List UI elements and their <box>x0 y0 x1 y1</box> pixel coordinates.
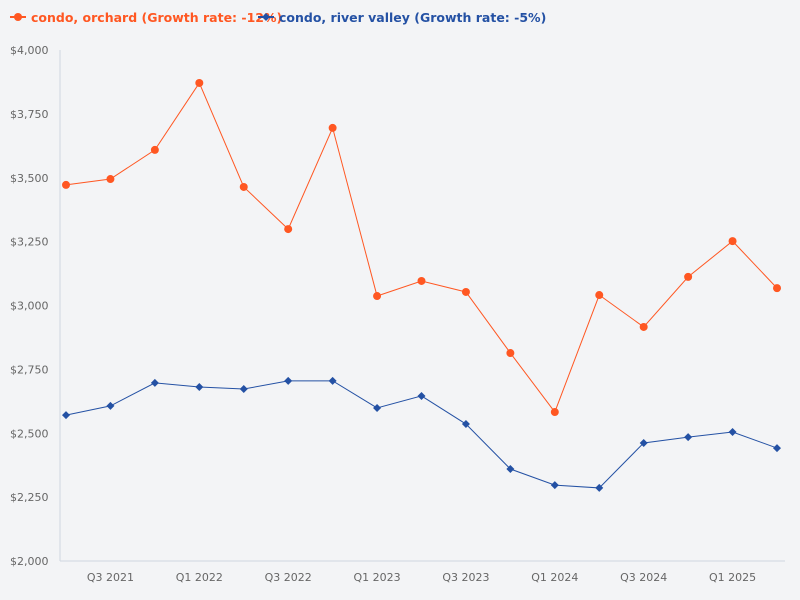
y-tick-label: $2,000 <box>10 555 49 568</box>
plot-area <box>62 78 781 492</box>
data-point <box>773 284 781 293</box>
data-point <box>728 237 737 246</box>
y-tick-label: $3,750 <box>10 108 49 121</box>
y-tick-label: $2,750 <box>10 363 49 376</box>
y-tick-label: $4,000 <box>10 44 49 57</box>
data-point <box>150 145 159 154</box>
data-point <box>195 383 204 392</box>
data-point <box>728 427 737 436</box>
data-point <box>62 180 70 189</box>
data-point <box>639 322 648 331</box>
data-point <box>550 481 559 490</box>
data-point <box>373 403 382 412</box>
data-point <box>328 376 337 385</box>
x-tick-label: Q3 2024 <box>620 571 667 584</box>
data-point <box>773 444 781 453</box>
legend-label: condo, river valley (Growth rate: -5%) <box>279 10 546 25</box>
x-tick-label: Q3 2022 <box>265 571 312 584</box>
axes: $2,000 $2,250 $2,500 $2,750 $3,000 $3,250 $3,5… <box>10 44 785 584</box>
data-point <box>106 401 115 410</box>
data-point <box>373 292 382 301</box>
y-tick-label: $2,500 <box>10 427 49 440</box>
x-tick-label: Q3 2021 <box>87 571 134 584</box>
y-tick-label: $3,500 <box>10 172 49 185</box>
x-tick-label: Q1 2022 <box>176 571 223 584</box>
data-point <box>550 408 559 417</box>
x-tick-label: Q3 2023 <box>442 571 489 584</box>
data-point <box>506 465 515 474</box>
data-point <box>62 411 70 420</box>
data-point <box>106 175 115 184</box>
data-point <box>284 376 293 385</box>
series-line-0 <box>65 81 778 414</box>
x-tick-label: Q1 2025 <box>709 571 756 584</box>
data-point <box>684 433 693 442</box>
data-point <box>461 420 470 429</box>
data-point <box>595 291 604 300</box>
data-point <box>195 78 204 87</box>
x-tick-label: Q1 2024 <box>531 571 578 584</box>
data-point <box>284 225 293 234</box>
legend-diamond-icon <box>262 13 270 21</box>
data-point <box>328 123 337 132</box>
legend: condo, orchard (Growth rate: -12%)condo,… <box>10 10 546 25</box>
data-point <box>239 385 248 394</box>
data-point <box>639 438 648 447</box>
x-tick-label: Q1 2023 <box>353 571 400 584</box>
data-point <box>595 483 604 492</box>
data-point <box>239 182 248 191</box>
data-point <box>461 287 470 296</box>
y-tick-label: $3,250 <box>10 236 49 249</box>
legend-label: condo, orchard (Growth rate: -12%) <box>31 10 282 25</box>
data-point <box>417 391 426 400</box>
data-point <box>150 378 159 387</box>
y-tick-label: $3,000 <box>10 300 49 313</box>
data-point <box>417 276 426 285</box>
data-point <box>684 272 693 281</box>
legend-circle-icon <box>14 13 22 21</box>
y-tick-label: $2,250 <box>10 491 49 504</box>
data-point <box>506 349 515 358</box>
